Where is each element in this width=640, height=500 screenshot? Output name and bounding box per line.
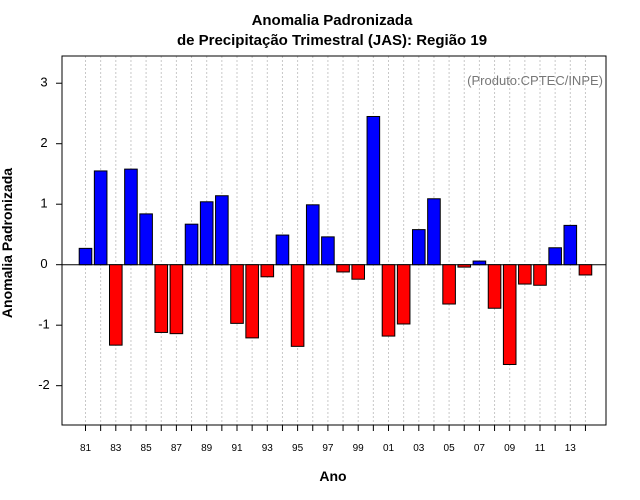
x-tick-label: 13 [565,443,577,454]
x-tick-label: 01 [383,443,395,454]
bar-1982 [93,170,108,266]
x-tick-label: 99 [353,443,365,454]
bar-1983 [109,264,123,346]
x-tick-label: 09 [504,443,516,454]
bar-2000 [366,115,381,266]
bar-1986 [154,264,169,333]
x-axis-label: Ano [319,468,346,484]
bar-2013 [563,224,578,266]
plot-frame [61,55,607,426]
x-tick-label: 91 [231,443,243,454]
bar-2002 [396,264,411,325]
x-tick-label: 03 [413,443,425,454]
x-tick-label: 85 [141,443,153,454]
x-tick-label: 87 [171,443,183,454]
bar-2011 [533,264,547,286]
bar-1988 [184,223,199,266]
bar-1997 [321,236,335,266]
y-tick-label: 1 [40,196,47,211]
bar-2005 [442,264,456,305]
bar-2010 [518,264,532,285]
bar-1993 [260,264,275,278]
y-tick-label: -1 [38,317,50,332]
bar-1987 [169,264,184,335]
y-tick-label: 3 [40,75,47,90]
bar-1990 [215,195,229,266]
bar-2001 [381,264,396,337]
bar-1989 [199,201,214,266]
bar-2009 [502,264,517,366]
y-tick-label: 2 [40,135,47,150]
source-annotation: (Produto:CPTEC/INPE) [467,73,603,88]
bar-1981 [78,247,93,266]
chart-title-line1: Anomalia Padronizada [252,12,414,29]
bar-2008 [487,264,502,309]
x-tick-label: 05 [444,443,456,454]
bar-2007 [472,260,487,266]
bar-1992 [245,264,259,339]
bar-1991 [230,264,244,324]
x-axis: 81 83 85 87 89 91 93 95 97 99 01 03 05 07 09 11 13 [80,425,586,454]
y-tick-label: -2 [38,377,50,392]
bar-1996 [305,204,320,266]
grid-lines [85,56,586,425]
y-axis-label: Anomalia Padronizada [0,168,15,318]
bar-1999 [351,264,365,280]
bar-1984 [124,168,138,266]
chart-title-line2: de Precipitação Trimestral (JAS): Região… [177,32,487,49]
x-tick-label: 81 [80,443,92,454]
bar-2003 [412,229,426,266]
x-tick-label: 11 [535,443,546,454]
bar-2012 [548,247,562,266]
x-tick-label: 97 [322,443,334,454]
x-tick-label: 89 [201,443,213,454]
y-tick-label: 0 [40,256,47,271]
x-tick-label: 83 [110,443,122,454]
y-axis: -2 -1 0 1 2 3 [38,75,62,392]
bar-1985 [139,213,153,266]
bar-1995 [290,264,305,347]
x-tick-label: 95 [292,443,304,454]
bar-1994 [275,234,290,266]
x-tick-label: 93 [262,443,274,454]
x-tick-label: 07 [474,443,486,454]
bar-2014 [578,264,593,276]
bar-2006 [457,264,472,268]
bar-2004 [427,198,441,266]
bar-1998 [336,264,350,273]
bars [78,115,593,366]
